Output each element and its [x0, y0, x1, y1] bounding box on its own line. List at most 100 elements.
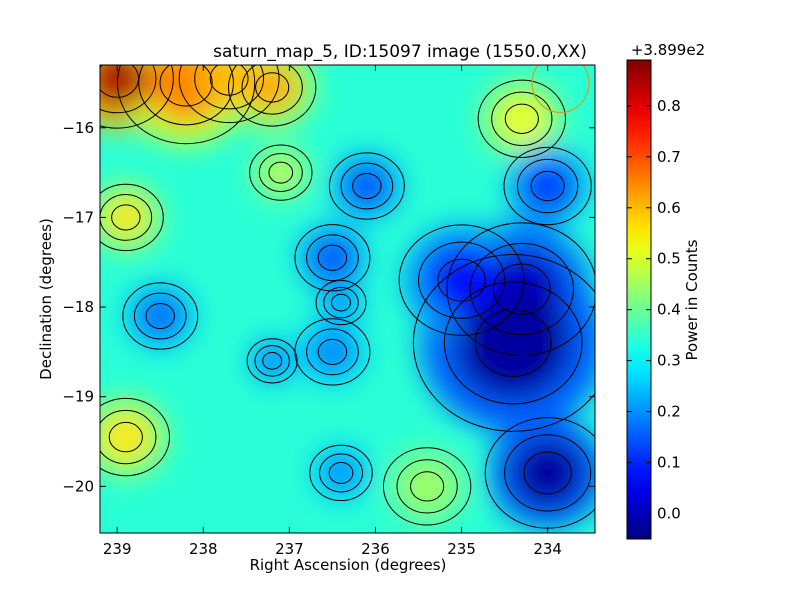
heatmap-feature — [100, 411, 152, 463]
y-tick-label: −17 — [62, 208, 94, 226]
x-axis-ticks: 239 238 237 236 235 234 — [103, 65, 562, 558]
contour-line — [396, 459, 458, 514]
contour-line — [309, 444, 373, 502]
heatmap-feature — [103, 195, 148, 239]
contour-line — [255, 72, 290, 103]
colorbar-offset-text: +3.899e2 — [631, 41, 705, 59]
y-tick-label: −18 — [62, 298, 94, 316]
contour-line — [249, 144, 313, 201]
contour-line — [262, 351, 283, 370]
x-tick-label: 239 — [103, 540, 132, 558]
contour-line — [317, 338, 348, 365]
heatmap-feature — [310, 236, 355, 280]
contour-line — [340, 162, 394, 210]
colorbar-tick-label: 0.2 — [657, 403, 681, 421]
colorbar-tick-label: 0.1 — [657, 454, 681, 472]
x-axis-label: Right Ascension (degrees) — [250, 556, 447, 574]
colorbar-tick-label: 0.6 — [657, 199, 681, 217]
colorbar-frame — [626, 59, 652, 540]
contour-line — [317, 244, 348, 271]
contour-line — [227, 65, 317, 127]
heatmap-feature — [246, 65, 298, 113]
contour-line — [443, 281, 583, 405]
contour-line — [100, 183, 164, 252]
source-marker-circle — [531, 65, 590, 114]
heatmap-feature — [496, 93, 548, 144]
contour-line — [446, 222, 595, 356]
colorbar-tick-label: 0.5 — [657, 250, 681, 268]
colorbar-tick-label: 0.8 — [657, 97, 681, 115]
contour-line — [111, 204, 141, 231]
heatmap-feature — [262, 154, 300, 191]
contour-line — [504, 434, 592, 512]
heatmap-feature — [310, 330, 355, 374]
contour-line — [100, 65, 174, 129]
y-tick-label: −20 — [62, 477, 94, 495]
y-tick-label: −19 — [62, 388, 94, 406]
contour-line — [398, 224, 525, 336]
annotations — [531, 65, 590, 114]
contour-line — [530, 170, 565, 202]
y-axis-label: Declination (degrees) — [37, 218, 55, 380]
contour-line — [145, 302, 175, 330]
contour-line — [319, 453, 364, 493]
contour-line — [254, 345, 290, 377]
contour-line — [491, 91, 553, 146]
contour-line — [323, 286, 359, 319]
contour-line — [503, 146, 592, 226]
contour-line — [159, 65, 213, 107]
heatmap-feature — [401, 461, 453, 512]
contour-line — [477, 79, 567, 158]
contour-line — [523, 451, 572, 495]
contour-line — [328, 152, 405, 220]
contour-line — [306, 328, 359, 376]
chart-title: saturn_map_5, ID:15097 image (1550.0,XX) — [213, 42, 587, 62]
heatmap-feature — [138, 294, 183, 338]
colorbar: 0.0 0.1 0.2 0.3 0.4 0.5 0.6 0.7 0.8 +3.899e2 Pow… — [626, 41, 705, 540]
colorbar-tick-label: 0.4 — [657, 301, 681, 319]
contour-line — [138, 65, 234, 126]
colorbar-tick-label: 0.0 — [657, 505, 681, 523]
contour-line — [517, 158, 579, 214]
x-tick-label: 235 — [447, 540, 476, 558]
y-axis-ticks: −16 −17 −18 −19 −20 — [62, 119, 595, 495]
contour-line — [100, 397, 171, 477]
heatmap-feature — [100, 65, 151, 111]
heatmap-feature — [344, 164, 389, 208]
heatmap-feature — [326, 288, 356, 317]
contour-line — [108, 421, 143, 453]
contour-lines — [100, 65, 595, 529]
heatmap-feature — [322, 455, 360, 491]
colorbar-tick-label: 0.7 — [657, 148, 681, 166]
contour-line — [178, 65, 280, 124]
contour-line — [122, 282, 199, 350]
contour-line — [412, 254, 595, 432]
contour-line — [474, 308, 552, 377]
contour-line — [116, 65, 256, 145]
contour-line — [331, 293, 352, 312]
contour-line — [268, 161, 294, 184]
contour-line — [437, 258, 486, 302]
contour-line — [258, 153, 303, 193]
contour-line — [133, 292, 187, 340]
contour-line — [352, 172, 382, 200]
heatmap-feature — [511, 437, 585, 509]
contour-line — [410, 471, 445, 502]
contour-line — [100, 194, 153, 241]
contour-line — [100, 65, 157, 114]
colorbar-ticks: 0.0 0.1 0.2 0.3 0.4 0.5 0.6 0.7 0.8 — [627, 97, 681, 523]
contour-line — [328, 461, 354, 484]
heatmap-plot-area — [100, 65, 595, 533]
contour-line — [418, 241, 506, 319]
colorbar-label: Power in Counts — [683, 239, 701, 360]
contour-line — [294, 224, 371, 292]
contour-line — [246, 338, 298, 384]
colorbar-tick-label: 0.3 — [657, 352, 681, 370]
heatmap-feature — [257, 346, 287, 376]
x-tick-label: 238 — [189, 540, 218, 558]
contour-line — [382, 447, 472, 526]
contour-line — [504, 103, 539, 134]
contour-line — [241, 65, 303, 115]
contour-line — [315, 279, 367, 326]
